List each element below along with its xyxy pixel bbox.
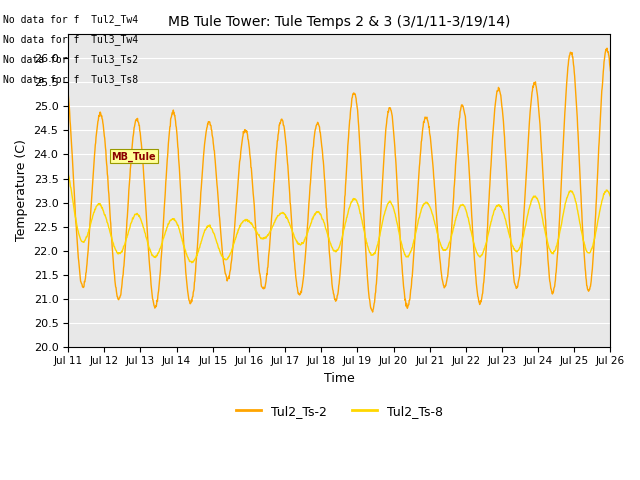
Tul2_Ts-2 [64,90,72,96]
Title: MB Tule Tower: Tule Temps 2 & 3 (3/1/11-3/19/14): MB Tule Tower: Tule Temps 2 & 3 (3/1/11-… [168,15,511,29]
Text: No data for f  Tul3_Ts2: No data for f Tul3_Ts2 [3,54,138,65]
Tul2_Ts-8 [495,202,502,208]
Tul2_Ts-2 [607,68,614,73]
Text: No data for f  Tul3_Tw4: No data for f Tul3_Tw4 [3,34,138,45]
Tul2_Ts-2 [543,231,550,237]
Y-axis label: Temperature (C): Temperature (C) [15,140,28,241]
Tul2_Ts-2 [424,118,431,123]
Tul2_Ts-8 [188,260,196,265]
Text: No data for f  Tul2_Tw4: No data for f Tul2_Tw4 [3,13,138,24]
Tul2_Ts-8 [185,256,193,262]
Tul2_Ts-2 [246,146,253,152]
Text: No data for f  Tul3_Ts8: No data for f Tul3_Ts8 [3,74,138,85]
Tul2_Ts-8 [424,201,431,206]
Tul2_Ts-2 [604,45,611,51]
Text: MB_Tule: MB_Tule [111,151,156,162]
X-axis label: Time: Time [324,372,355,385]
Tul2_Ts-2 [172,118,179,124]
Line: Tul2_Ts-2: Tul2_Ts-2 [68,48,611,312]
Tul2_Ts-2 [369,309,376,315]
Tul2_Ts-8 [543,234,550,240]
Legend: Tul2_Ts-2, Tul2_Ts-8: Tul2_Ts-2, Tul2_Ts-8 [231,400,448,423]
Tul2_Ts-8 [246,219,253,225]
Tul2_Ts-8 [64,170,72,176]
Tul2_Ts-8 [172,218,179,224]
Line: Tul2_Ts-8: Tul2_Ts-8 [68,173,611,263]
Tul2_Ts-8 [607,194,614,200]
Tul2_Ts-2 [495,84,502,90]
Tul2_Ts-2 [185,296,193,301]
